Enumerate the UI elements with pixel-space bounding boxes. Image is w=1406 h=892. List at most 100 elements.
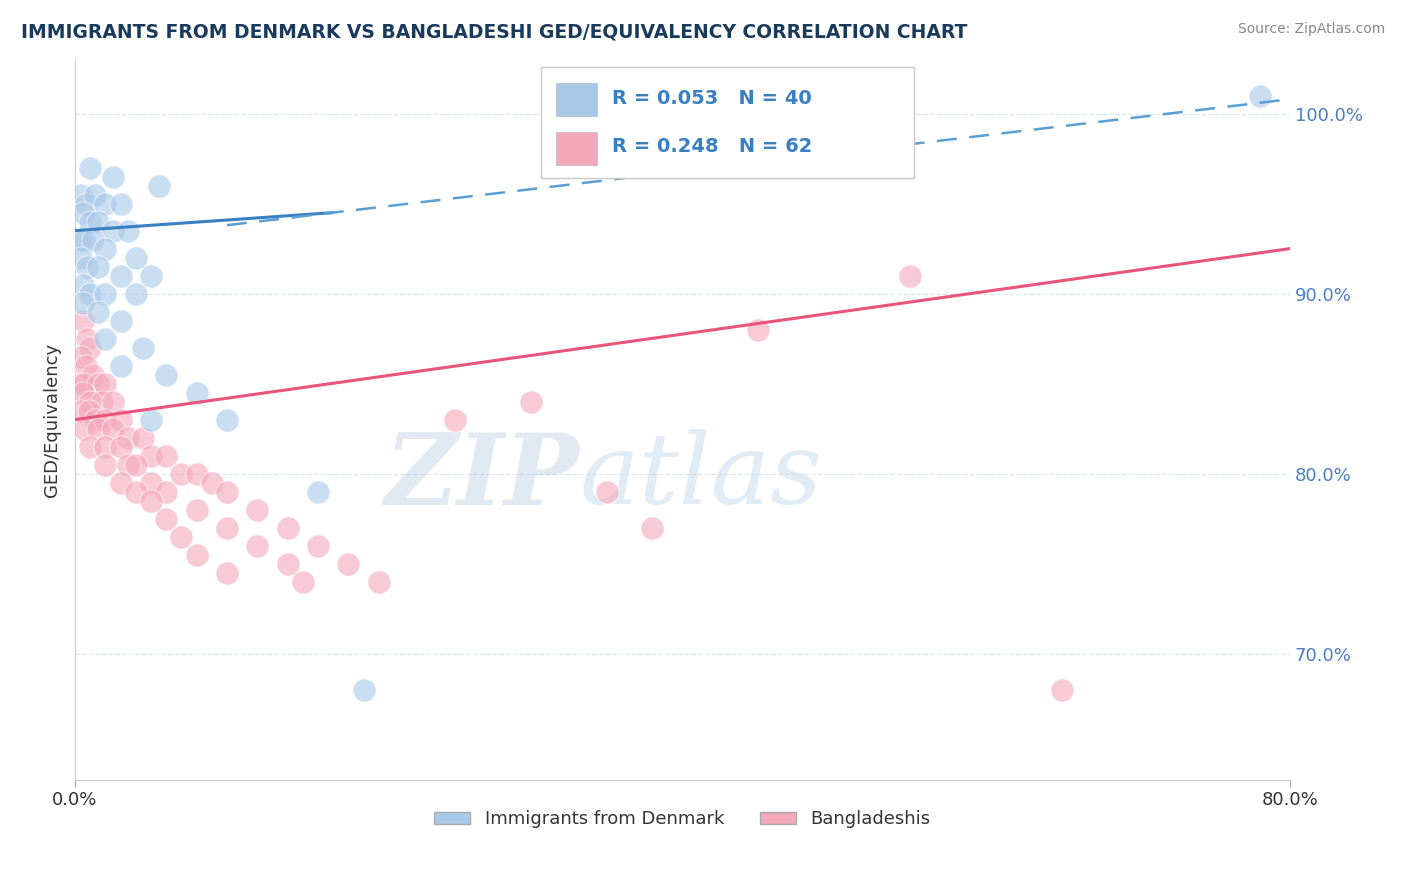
Point [75,196,97,211]
Point [94,412,117,426]
Point [82,233,104,247]
Point [170,530,193,544]
Point [94,286,117,301]
Point [155,511,177,525]
Point [307,484,329,499]
Point [186,502,208,516]
Point [148,178,170,193]
Point [94,242,117,256]
Point [139,268,162,283]
Point [307,539,329,553]
Point [291,574,314,589]
Text: atlas: atlas [579,430,823,524]
Point [367,574,389,589]
Point [898,268,921,283]
Point [110,313,132,327]
Point [79,286,101,301]
Point [94,376,117,391]
Point [83,412,105,426]
Point [101,394,124,409]
Point [337,557,360,571]
Point [72,277,94,292]
Text: R = 0.053   N = 40: R = 0.053 N = 40 [612,89,811,108]
Point [110,196,132,211]
Point [77,403,100,417]
Point [1050,682,1073,697]
Point [94,440,117,454]
Point [125,458,148,472]
Point [125,286,148,301]
Point [110,412,132,426]
Text: Source: ZipAtlas.com: Source: ZipAtlas.com [1237,22,1385,37]
Point [94,196,117,211]
Point [75,359,97,373]
Point [79,341,101,355]
Point [186,385,208,400]
Point [125,484,148,499]
Point [69,233,91,247]
Point [87,260,110,274]
Point [155,368,177,382]
Point [132,431,155,445]
Point [155,449,177,463]
Point [110,475,132,490]
Point [215,566,238,580]
Point [186,548,208,562]
Point [70,187,93,202]
Point [595,484,617,499]
Point [125,251,148,265]
Point [132,341,155,355]
Legend: Immigrants from Denmark, Bangladeshis: Immigrants from Denmark, Bangladeshis [427,803,938,836]
Point [101,224,124,238]
Point [641,520,664,534]
Point [139,475,162,490]
Point [117,224,139,238]
Point [117,431,139,445]
Point [246,539,269,553]
Point [72,385,94,400]
Point [79,394,101,409]
Point [83,187,105,202]
Point [87,422,110,436]
Point [72,205,94,219]
FancyBboxPatch shape [557,131,598,165]
Point [139,449,162,463]
Point [70,251,93,265]
Text: R = 0.248   N = 62: R = 0.248 N = 62 [612,137,813,156]
Point [73,233,96,247]
Point [72,295,94,310]
Text: IMMIGRANTS FROM DENMARK VS BANGLADESHI GED/EQUIVALENCY CORRELATION CHART: IMMIGRANTS FROM DENMARK VS BANGLADESHI G… [21,22,967,41]
Y-axis label: GED/Equivalency: GED/Equivalency [44,343,60,497]
Point [73,376,96,391]
Point [110,359,132,373]
Point [186,467,208,481]
Point [139,412,162,426]
Point [70,350,93,364]
Point [101,422,124,436]
Point [246,502,269,516]
Point [353,682,375,697]
Point [1249,88,1271,103]
Point [79,440,101,454]
Point [91,394,114,409]
Point [87,214,110,228]
Point [110,268,132,283]
Point [87,304,110,318]
Point [69,376,91,391]
Point [215,412,238,426]
Point [73,422,96,436]
Point [94,332,117,346]
Point [94,458,117,472]
Point [87,376,110,391]
Point [76,332,98,346]
Point [277,557,299,571]
Point [82,368,104,382]
Point [72,313,94,327]
Point [215,484,238,499]
Point [76,260,98,274]
Point [70,403,93,417]
Point [101,169,124,184]
Point [79,161,101,175]
Point [155,484,177,499]
Point [201,475,224,490]
